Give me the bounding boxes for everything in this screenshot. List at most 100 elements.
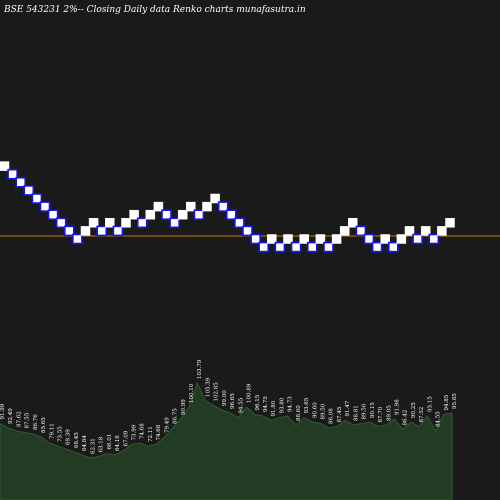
- volume-value-label: 93.80: [279, 397, 285, 413]
- volume-value-label: 67.09: [123, 430, 129, 446]
- volume-value-label: 86.42: [403, 410, 409, 426]
- volume-value-label: 74.68: [156, 424, 162, 440]
- renko-brick-up: [186, 201, 196, 212]
- renko-brick-down: [217, 201, 229, 212]
- volume-value-label: 103.79: [197, 359, 203, 379]
- renko-brick-down: [23, 185, 35, 196]
- renko-brick-down: [242, 225, 253, 237]
- renko-brick-down: [47, 209, 59, 220]
- renko-brick-down: [371, 241, 383, 253]
- volume-value-label: 94.75: [263, 396, 269, 412]
- volume-value-label: 79.11: [49, 423, 55, 439]
- renko-brick-down: [412, 233, 423, 245]
- volume-area: [0, 381, 453, 500]
- renko-brick-down: [274, 241, 286, 253]
- renko-brick-up: [145, 209, 156, 220]
- renko-brick-down: [363, 233, 375, 245]
- renko-brick-down: [96, 225, 107, 237]
- renko-brick-down: [55, 217, 67, 229]
- renko-brick-down: [250, 233, 261, 245]
- renko-brick-down: [161, 209, 172, 220]
- volume-value-label: 96.65: [230, 393, 236, 409]
- renko-brick-up: [105, 218, 115, 228]
- renko-brick-down: [31, 193, 43, 204]
- renko-brick-up: [267, 234, 277, 244]
- renko-brick-up: [299, 234, 309, 244]
- volume-value-label: 87.55: [25, 412, 31, 428]
- renko-brick-down: [387, 241, 399, 253]
- renko-brick-up: [315, 234, 326, 244]
- renko-brick-down: [112, 225, 124, 237]
- renko-brick-down: [355, 225, 367, 237]
- volume-label-group: 91.99 92.49 87.62 87.55 86.76 85.65 79.11 73.55…: [0, 359, 458, 454]
- volume-value-label: 88.81: [353, 405, 359, 421]
- renko-brick-down: [72, 233, 83, 245]
- renko-brick-up: [177, 209, 188, 220]
- volume-value-label: 87.62: [16, 411, 22, 427]
- renko-brick-up: [380, 234, 390, 244]
- volume-value-label: 87.45: [337, 406, 343, 422]
- volume-value-label: 99.00: [222, 390, 228, 406]
- volume-value-label: 91.47: [345, 400, 351, 416]
- volume-value-label: 84.55: [436, 411, 442, 427]
- volume-value-label: 86.76: [33, 414, 39, 430]
- volume-value-label: 89.50: [362, 403, 368, 419]
- volume-value-label: 100.89: [247, 383, 253, 403]
- volume-area-group: [0, 381, 453, 500]
- volume-value-label: 91.80: [271, 400, 277, 416]
- volume-value-label: 74.68: [140, 423, 146, 439]
- volume-value-label: 96.15: [255, 394, 261, 410]
- renko-brick-up: [404, 226, 415, 236]
- renko-brick-down: [258, 241, 270, 253]
- volume-value-label: 66.01: [107, 434, 113, 450]
- renko-brick-up: [0, 161, 10, 171]
- renko-brick-up: [331, 234, 342, 244]
- renko-brick-up: [80, 226, 91, 236]
- renko-brick-down: [306, 241, 318, 253]
- renko-brick-up: [348, 218, 358, 228]
- renko-brick-up: [202, 201, 212, 212]
- renko-brick-up: [121, 218, 131, 228]
- volume-value-label: 86.08: [329, 408, 335, 424]
- volume-value-label: 94.73: [288, 396, 294, 412]
- volume-value-label: 89.05: [386, 405, 392, 421]
- volume-value-label: 91.99: [0, 403, 6, 419]
- renko-brick-up: [420, 226, 431, 236]
- renko-brick-down: [169, 217, 180, 229]
- renko-brick-down: [234, 217, 245, 229]
- volume-value-label: 102.85: [214, 382, 220, 402]
- renko-brick-up: [339, 226, 350, 236]
- renko-brick-down: [7, 168, 18, 180]
- volume-value-label: 72.11: [148, 426, 154, 442]
- volume-value-label: 100.10: [189, 383, 195, 403]
- volume-value-label: 93.15: [427, 396, 433, 412]
- volume-value-label: 91.98: [395, 399, 401, 415]
- renko-brick-down: [428, 233, 440, 245]
- renko-brick-down: [136, 217, 148, 229]
- volume-value-label: 64.84: [82, 435, 88, 451]
- renko-brick-up: [283, 234, 293, 244]
- volume-value-label: 94.85: [444, 394, 450, 410]
- renko-brick-group: [0, 161, 455, 253]
- volume-value-label: 90.25: [411, 402, 417, 418]
- renko-brick-up: [437, 226, 447, 236]
- renko-brick-down: [39, 201, 51, 212]
- volume-value-label: 93.65: [304, 397, 310, 413]
- volume-value-label: 90.60: [312, 402, 318, 418]
- renko-brick-down: [15, 177, 27, 188]
- renko-brick-up: [396, 234, 407, 244]
- volume-value-label: 95.85: [452, 393, 458, 409]
- renko-brick-down: [64, 225, 75, 237]
- chart-title: BSE 543231 2%-- Closing Daily data Renko…: [3, 5, 306, 15]
- volume-value-label: 68.45: [74, 432, 80, 448]
- volume-value-label: 64.18: [115, 435, 121, 451]
- volume-value-label: 85.65: [41, 417, 47, 433]
- renko-brick-up: [445, 218, 455, 228]
- volume-value-label: 87.70: [378, 406, 384, 422]
- volume-value-label: 79.49: [164, 417, 170, 433]
- volume-value-label: 88.60: [296, 405, 302, 421]
- volume-value-label: 94.55: [238, 397, 244, 413]
- volume-value-label: 73.99: [132, 424, 138, 440]
- volume-value-label: 63.18: [99, 436, 105, 452]
